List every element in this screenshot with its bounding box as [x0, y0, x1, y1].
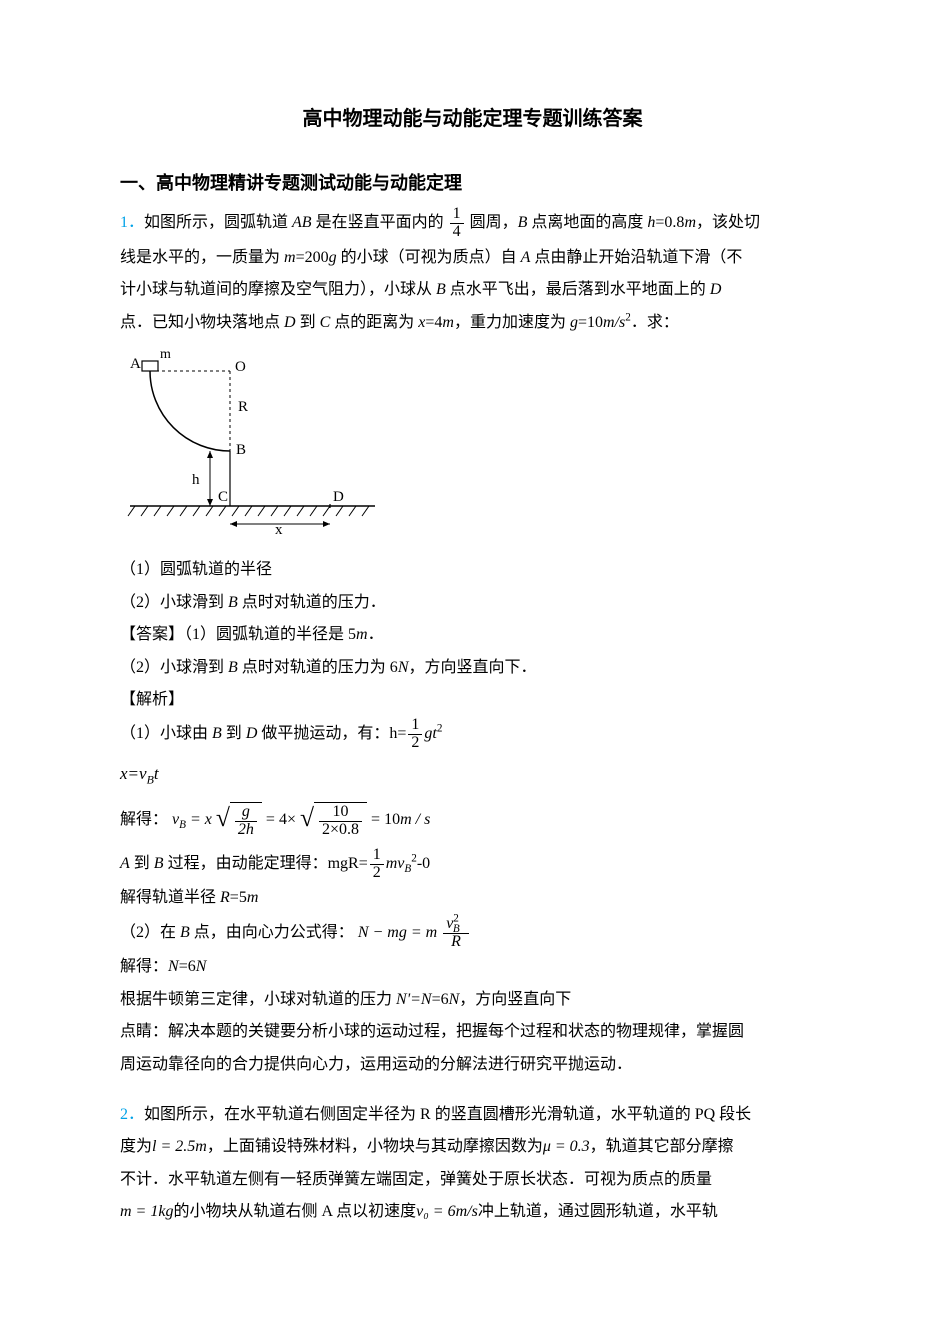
exp-line8: 根据牛顿第三定律，小球对轨道的压力 N'=N=6N，方向竖直向下 — [120, 985, 825, 1015]
page-title: 高中物理动能与动能定理专题训练答案 — [120, 100, 825, 138]
exp-line6: （2）在 B 点，由向心力公式得： N − mg = m v2B R — [120, 916, 825, 951]
q1-sub2: （2）小球滑到 B 点时对轨道的压力． — [120, 588, 825, 618]
explanation-label: 【解析】 — [120, 685, 825, 715]
q2-line3: 不计．水平轨道左侧有一轻质弹簧左端固定，弹簧处于原长状态．可视为质点的质量 — [120, 1165, 825, 1195]
exp-line1: （1）小球由 B 到 D 做平抛运动，有：h=12gt2 — [120, 717, 825, 752]
section-heading: 一、高中物理精讲专题测试动能与动能定理 — [120, 166, 825, 200]
exp-line2: x=vBt — [120, 758, 825, 790]
label-C: C — [218, 489, 228, 505]
label-m: m — [160, 347, 171, 362]
exp-line10: 周运动靠径向的合力提供向心力，运用运动的分解法进行研究平抛运动． — [120, 1050, 825, 1080]
q2-number: 2． — [120, 1106, 144, 1123]
label-A: A — [130, 356, 141, 372]
sqrt-1: √g2h — [216, 796, 262, 845]
exp-line3: 解得： vB = x √g2h = 4× √102×0.8 = 10m / s — [120, 796, 825, 845]
exp-line9: 点睛：解决本题的关键要分析小球的运动过程，把握每个过程和状态的物理规律，掌握圆 — [120, 1017, 825, 1047]
fraction: 14 — [448, 206, 466, 241]
label-B: B — [236, 442, 246, 458]
label-O: O — [235, 359, 246, 375]
spacer — [120, 1082, 825, 1100]
exp-line7: 解得：N=6N — [120, 952, 825, 982]
label-R: R — [238, 399, 248, 415]
exp-line5: 解得轨道半径 R=5m — [120, 883, 825, 913]
exp-line4: A 到 B 过程，由动能定理得：mgR=12mvB2-0 — [120, 847, 825, 882]
q1-line3: 计小球与轨道间的摩擦及空气阻力），小球从 B 点水平飞出，最后落到水平地面上的 … — [120, 275, 825, 305]
label-D: D — [333, 489, 344, 505]
page-content: 高中物理动能与动能定理专题训练答案 一、高中物理精讲专题测试动能与动能定理 1．… — [0, 0, 945, 1290]
q2-line4: m = 1kg的小物块从轨道右侧 A 点以初速度v₀ = 6m/s冲上轨道，通过… — [120, 1197, 825, 1227]
q1-line1: 1．如图所示，圆弧轨道 AB 是在竖直平面内的 14 圆周，B 点离地面的高度 … — [120, 206, 825, 241]
label-h: h — [192, 472, 200, 488]
q1-sub1: （1）圆弧轨道的半径 — [120, 555, 825, 585]
q2-line1: 2．如图所示，在水平轨道右侧固定半径为 R 的竖直圆槽形光滑轨道，水平轨道的 P… — [120, 1100, 825, 1130]
sqrt-2: √102×0.8 — [300, 796, 367, 845]
answer-2: （2）小球滑到 B 点时对轨道的压力为 6N，方向竖直向下． — [120, 653, 825, 683]
answer-block: 【答案】（1）圆弧轨道的半径是 5m． — [120, 620, 825, 650]
q1-line4: 点．已知小物块落地点 D 到 C 点的距离为 x=4m，重力加速度为 g=10m… — [120, 308, 825, 338]
q1-line2: 线是水平的，一质量为 m=200g 的小球（可视为质点）自 A 点由静止开始沿轨… — [120, 243, 825, 273]
q1-number: 1． — [120, 214, 144, 231]
physics-diagram: A m O R B h C D x — [120, 346, 825, 547]
q2-line2: 度为l = 2.5m，上面铺设特殊材料，小物块与其动摩擦因数为μ = 0.3，轨… — [120, 1132, 825, 1162]
label-x: x — [275, 522, 283, 536]
